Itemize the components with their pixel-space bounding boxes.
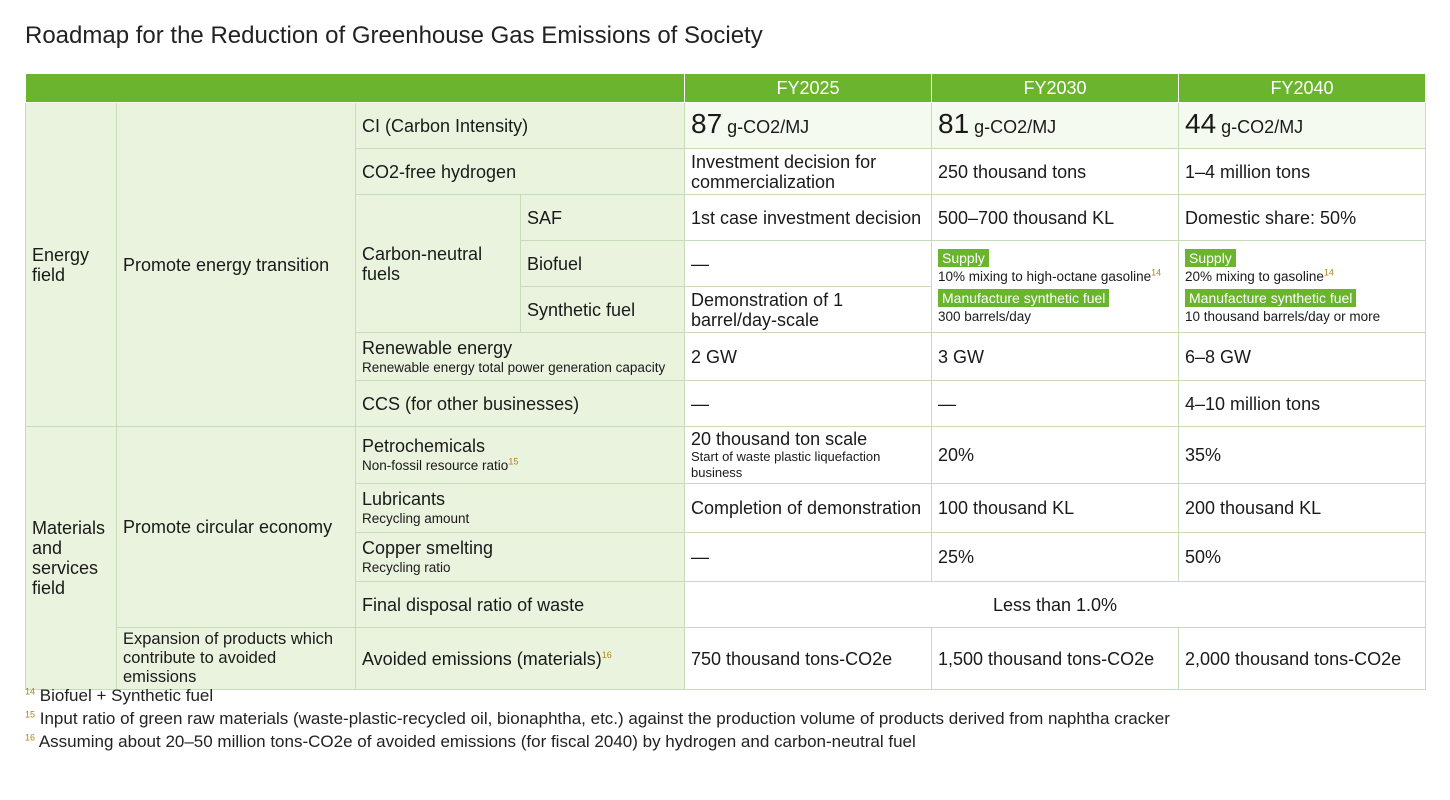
row-label-ccs: CCS (for other businesses): [355, 380, 685, 427]
ci-value: 81: [938, 108, 970, 139]
row-label-saf: SAF: [520, 194, 685, 241]
synthetic-fy2025: Demonstration of 1 barrel/day-scale: [684, 286, 932, 333]
policy-energy-transition: Promote energy transition: [116, 102, 356, 427]
table-row-lubricants: Lubricants Recycling amount Completion of…: [26, 483, 1426, 533]
ci-value: 87: [691, 108, 723, 139]
ci-value: 44: [1185, 108, 1217, 139]
supply-badge: Supply: [938, 248, 989, 267]
petro-fy2040: 35%: [1178, 426, 1426, 484]
saf-fy2040: Domestic share: 50%: [1178, 194, 1426, 241]
table-row-ccs: CCS (for other businesses) — — 4–10 mill…: [26, 380, 1426, 427]
ccs-fy2040: 4–10 million tons: [1178, 380, 1426, 427]
supply-text: 10% mixing to high-octane gasoline14: [938, 267, 1162, 284]
ci-unit: g-CO2/MJ: [974, 117, 1057, 137]
row-label-ci: CI (Carbon Intensity): [355, 102, 685, 149]
row-label-waste: Final disposal ratio of waste: [355, 581, 685, 628]
saf-fy2030: 500–700 thousand KL: [931, 194, 1179, 241]
footnotes: 14 Biofuel + Synthetic fuel 15 Input rat…: [25, 684, 1170, 753]
manufacture-badge: Manufacture synthetic fuel: [1185, 288, 1357, 307]
lubricants-fy2030: 100 thousand KL: [931, 483, 1179, 533]
footnote-14: 14 Biofuel + Synthetic fuel: [25, 686, 214, 705]
supply-badge: Supply: [1185, 248, 1236, 267]
hydrogen-fy2025: Investment decision for commercializatio…: [684, 148, 932, 195]
footnote-ref: 14: [1323, 267, 1334, 277]
row-label-copper: Copper smelting Recycling ratio: [355, 532, 685, 582]
table-row-saf: Carbon-neutral fuels SAF 1st case invest…: [26, 194, 1426, 333]
row-sublabel: Recycling ratio: [362, 560, 451, 575]
footnote-16: 16 Assuming about 20–50 million tons-CO2…: [25, 732, 916, 751]
field-materials: Materials and services field: [25, 426, 117, 690]
hydrogen-fy2040: 1–4 million tons: [1178, 148, 1426, 195]
renewable-fy2025: 2 GW: [684, 332, 932, 381]
ci-unit: g-CO2/MJ: [727, 117, 810, 137]
year-header-fy2030: FY2030: [931, 74, 1179, 103]
footnote-ref: 14: [1151, 267, 1162, 277]
page-title: Roadmap for the Reduction of Greenhouse …: [25, 22, 763, 49]
row-label-synthetic-fuel: Synthetic fuel: [520, 286, 685, 333]
biofuel-fy2025: —: [684, 240, 932, 287]
avoided-fy2030: 1,500 thousand tons-CO2e: [931, 627, 1179, 690]
roadmap-table: FY2025 FY2030 FY2040 Energy field Promot…: [25, 74, 1426, 690]
lubricants-fy2025: Completion of demonstration: [684, 483, 932, 533]
avoided-fy2025: 750 thousand tons-CO2e: [684, 627, 932, 690]
table-row-copper: Copper smelting Recycling ratio — 25% 50%: [26, 532, 1426, 582]
table-row-synthetic-fuel: Synthetic fuel Demonstration of 1 barrel…: [26, 286, 1426, 333]
policy-avoided-emissions: Expansion of products which contribute t…: [116, 627, 356, 690]
table-row-ci: Energy field Promote energy transition C…: [25, 102, 1426, 427]
table-row-avoided: Expansion of products which contribute t…: [26, 627, 1426, 690]
renewable-fy2040: 6–8 GW: [1178, 332, 1426, 381]
row-label-petrochemicals: Petrochemicals Non-fossil resource ratio1…: [355, 426, 685, 484]
row-sublabel: Non-fossil resource ratio15: [362, 456, 519, 473]
field-energy: Energy field: [25, 102, 117, 427]
table-row-hydrogen: CO2-free hydrogen Investment decision fo…: [26, 148, 1426, 195]
table-row-petrochemicals: Materials and services field Promote cir…: [25, 426, 1426, 690]
ci-fy2040: 44 g-CO2/MJ: [1178, 102, 1426, 149]
copper-fy2025: —: [684, 532, 932, 582]
fuels-fy2030: Supply 10% mixing to high-octane gasolin…: [931, 240, 1179, 333]
waste-all-years: Less than 1.0%: [684, 581, 1426, 628]
row-label-renewable: Renewable energy Renewable energy total p…: [355, 332, 685, 381]
supply-text: 20% mixing to gasoline14: [1185, 267, 1334, 284]
petro-fy2030: 20%: [931, 426, 1179, 484]
year-header-fy2040: FY2040: [1178, 74, 1426, 103]
manufacture-badge: Manufacture synthetic fuel: [938, 288, 1110, 307]
manufacture-text: 10 thousand barrels/day or more: [1185, 308, 1381, 324]
petro-fy2025: 20 thousand ton scale Start of waste plas…: [684, 426, 932, 484]
row-label-biofuel: Biofuel: [520, 240, 685, 287]
footnote-15: 15 Input ratio of green raw materials (w…: [25, 709, 1170, 728]
fuels-fy2040: Supply 20% mixing to gasoline14 Manufact…: [1178, 240, 1426, 333]
ccs-fy2030: —: [931, 380, 1179, 427]
avoided-fy2040: 2,000 thousand tons-CO2e: [1178, 627, 1426, 690]
table-row-renewable: Renewable energy Renewable energy total p…: [26, 332, 1426, 381]
table-row-biofuel: Biofuel — Supply 10% mixing to high-octa…: [26, 240, 1426, 333]
saf-fy2025: 1st case investment decision: [684, 194, 932, 241]
row-label-hydrogen: CO2-free hydrogen: [355, 148, 685, 195]
row-label-lubricants: Lubricants Recycling amount: [355, 483, 685, 533]
ci-fy2025: 87 g-CO2/MJ: [684, 102, 932, 149]
ci-unit: g-CO2/MJ: [1221, 117, 1304, 137]
policy-circular-economy: Promote circular economy: [116, 426, 356, 628]
header-row: FY2025 FY2030 FY2040: [25, 74, 1426, 103]
row-sublabel: Recycling amount: [362, 511, 470, 526]
copper-fy2040: 50%: [1178, 532, 1426, 582]
hydrogen-fy2030: 250 thousand tons: [931, 148, 1179, 195]
row-sublabel: Renewable energy total power generation …: [362, 359, 666, 375]
copper-fy2030: 25%: [931, 532, 1179, 582]
row-label-avoided: Avoided emissions (materials)16: [355, 627, 685, 690]
table-row-waste: Final disposal ratio of waste Less than …: [26, 581, 1426, 628]
ccs-fy2025: —: [684, 380, 932, 427]
footnote-ref: 16: [601, 649, 612, 660]
footnote-ref: 15: [508, 456, 519, 467]
manufacture-text: 300 barrels/day: [938, 308, 1032, 324]
year-header-fy2025: FY2025: [684, 74, 932, 103]
lubricants-fy2040: 200 thousand KL: [1178, 483, 1426, 533]
row-label-carbon-neutral-fuels: Carbon-neutral fuels: [355, 194, 521, 333]
ci-fy2030: 81 g-CO2/MJ: [931, 102, 1179, 149]
renewable-fy2030: 3 GW: [931, 332, 1179, 381]
header-blank-cell: [25, 74, 685, 103]
petro-fy2025-sub: Start of waste plastic liquefaction busi…: [691, 449, 881, 480]
